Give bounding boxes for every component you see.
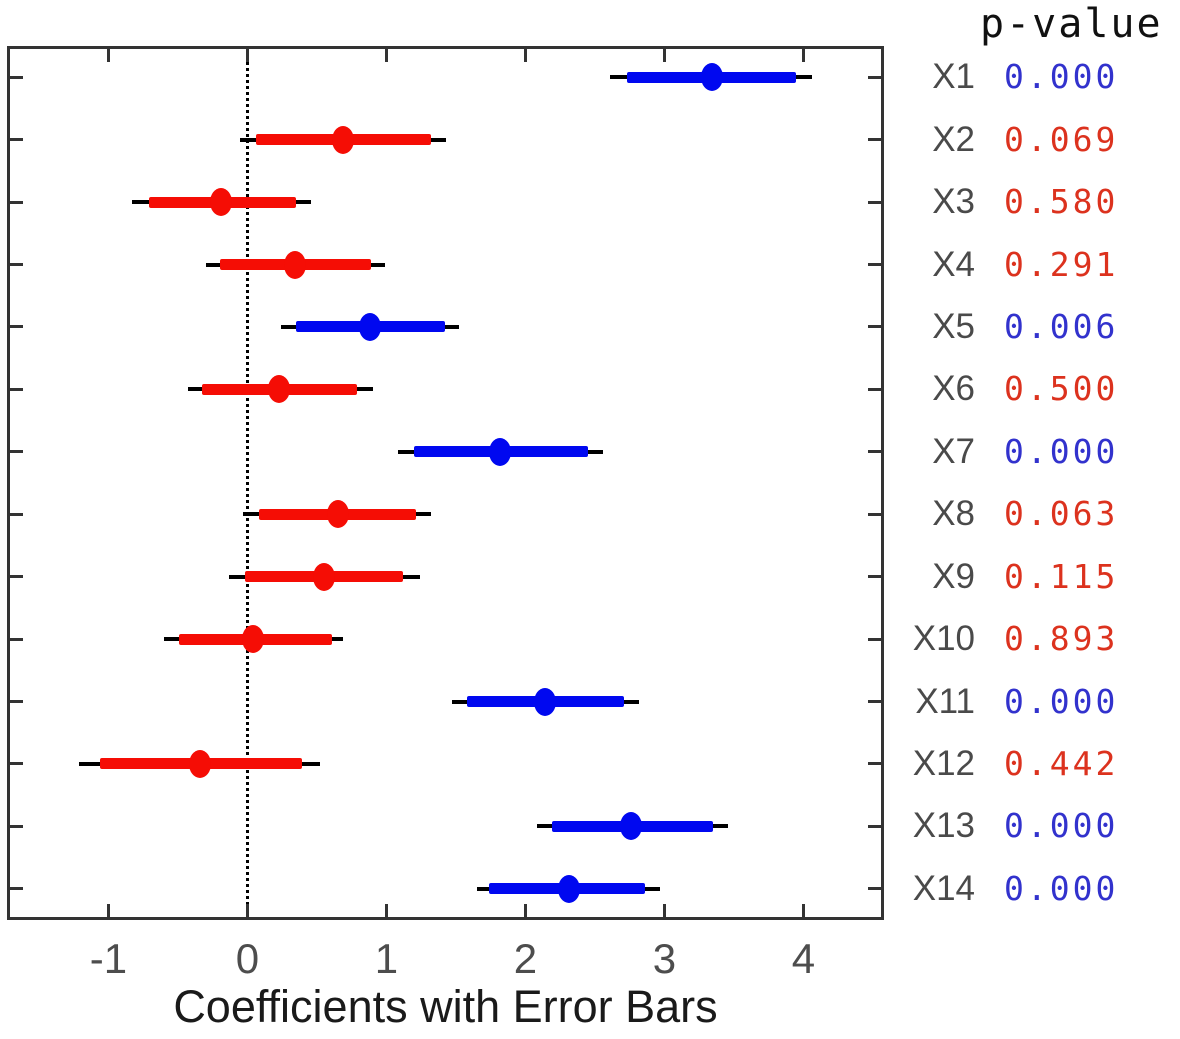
row-label: X7 — [932, 431, 975, 471]
coefficient-marker — [620, 812, 643, 841]
row-label: X10 — [912, 619, 975, 659]
y-tick — [10, 200, 23, 204]
y-tick — [10, 512, 23, 516]
y-tick — [868, 762, 881, 766]
x-tick — [523, 904, 527, 917]
coefficient-marker — [700, 63, 723, 92]
row-label: X8 — [932, 494, 975, 534]
y-tick — [10, 450, 23, 454]
x-tick-label: 0 — [235, 935, 260, 982]
y-tick — [868, 200, 881, 204]
x-tick — [801, 49, 805, 62]
p-value: 0.115 — [1004, 556, 1119, 596]
y-tick — [868, 575, 881, 579]
y-tick — [868, 450, 881, 454]
p-value: 0.500 — [1004, 369, 1119, 409]
x-tick-label: 4 — [791, 935, 816, 982]
coefficient-marker — [489, 437, 512, 466]
p-value: 0.000 — [1004, 57, 1119, 97]
y-tick — [868, 263, 881, 266]
row-label: X2 — [932, 119, 975, 159]
y-tick — [10, 138, 23, 142]
row-label: X1 — [932, 57, 975, 97]
y-tick — [10, 575, 23, 579]
y-tick — [10, 762, 23, 766]
coefficient-marker — [242, 625, 264, 654]
row-label: X13 — [912, 806, 975, 846]
y-tick — [10, 824, 23, 828]
y-tick — [868, 387, 881, 391]
row-label: X12 — [912, 743, 975, 783]
y-tick — [868, 325, 881, 329]
p-value: 0.000 — [1004, 806, 1119, 846]
coefficient-marker — [557, 874, 580, 903]
p-value: 0.063 — [1004, 494, 1119, 534]
y-tick — [10, 700, 23, 703]
y-tick — [868, 637, 881, 641]
x-tick-label: -1 — [89, 935, 128, 982]
p-value: 0.000 — [1004, 868, 1119, 908]
p-value: 0.893 — [1004, 619, 1119, 659]
coefficient-marker — [533, 687, 556, 716]
plot-area — [7, 46, 884, 920]
p-value: 0.069 — [1004, 119, 1119, 159]
y-tick — [868, 824, 881, 828]
row-label: X9 — [932, 556, 975, 596]
coefficient-marker — [210, 188, 233, 217]
x-tick — [384, 904, 388, 917]
x-tick-label: 3 — [652, 935, 677, 982]
y-tick — [10, 325, 23, 329]
x-tick — [523, 49, 527, 62]
row-label: X4 — [932, 244, 975, 284]
p-value: 0.006 — [1004, 306, 1119, 346]
coefficient-marker — [268, 375, 291, 404]
y-tick — [10, 263, 23, 266]
x-tick — [106, 904, 110, 917]
row-label: X14 — [912, 868, 975, 908]
coefficient-marker — [358, 312, 381, 341]
y-tick — [868, 887, 881, 891]
p-value: 0.580 — [1004, 182, 1119, 222]
y-tick — [10, 75, 23, 79]
x-axis-title: Coefficients with Error Bars — [173, 981, 718, 1032]
y-tick — [868, 75, 881, 79]
x-tick — [801, 904, 805, 917]
x-tick — [384, 49, 388, 62]
row-label: X3 — [932, 182, 975, 222]
row-label: X11 — [915, 681, 975, 721]
p-value: 0.291 — [1004, 244, 1119, 284]
row-label: X5 — [932, 306, 975, 346]
coefficient-marker — [332, 125, 355, 154]
y-tick — [868, 138, 881, 142]
y-tick — [10, 387, 23, 391]
x-tick — [245, 49, 249, 62]
coefficient-marker — [326, 500, 349, 529]
x-tick-label: 2 — [513, 935, 538, 982]
p-value: 0.000 — [1004, 681, 1119, 721]
y-tick — [10, 887, 23, 891]
coefficient-marker — [312, 562, 335, 591]
y-tick — [10, 637, 23, 641]
y-tick — [868, 512, 881, 516]
coefficient-marker — [283, 250, 306, 279]
y-tick — [868, 700, 881, 703]
p-value: 0.442 — [1004, 743, 1119, 783]
x-tick-label: 1 — [374, 935, 399, 982]
coefficient-marker — [189, 749, 212, 778]
x-tick — [662, 904, 666, 917]
zero-reference-line — [245, 49, 249, 917]
p-value: 0.000 — [1004, 431, 1119, 471]
pvalue-column-header: p-value — [980, 1, 1163, 47]
x-tick — [245, 904, 249, 917]
x-tick — [662, 49, 666, 62]
row-label: X6 — [932, 369, 975, 409]
x-tick — [106, 49, 110, 62]
